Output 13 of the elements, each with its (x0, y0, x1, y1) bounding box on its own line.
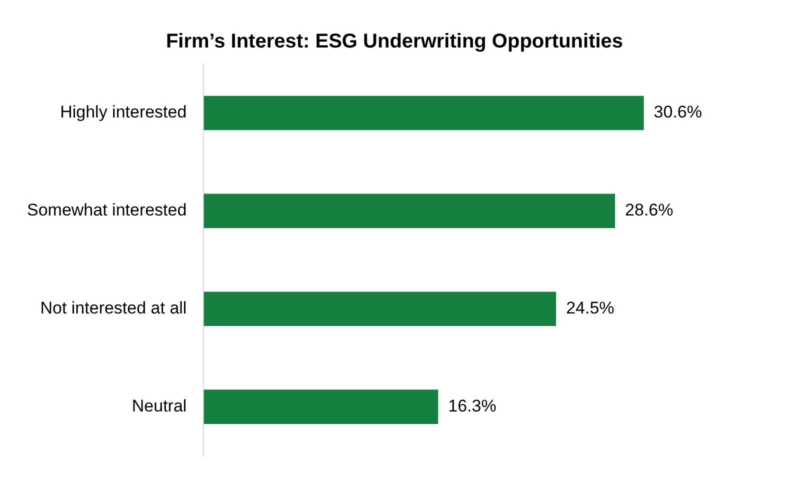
bar (204, 292, 556, 326)
y-tick-label: Somewhat interested (26, 200, 187, 220)
bar (204, 194, 616, 228)
y-tick-label: Neutral (132, 396, 187, 416)
bar (204, 96, 644, 130)
data-label: 16.3% (448, 396, 496, 416)
bar (204, 390, 438, 424)
data-label: 24.5% (566, 298, 614, 318)
y-tick-label: Highly interested (60, 102, 187, 122)
data-label: 28.6% (625, 200, 674, 220)
data-label: 30.6% (654, 102, 702, 122)
chart-title: Firm’s Interest: ESG Underwriting Opportunities (166, 30, 624, 53)
y-tick-label: Not interested at all (40, 298, 187, 318)
